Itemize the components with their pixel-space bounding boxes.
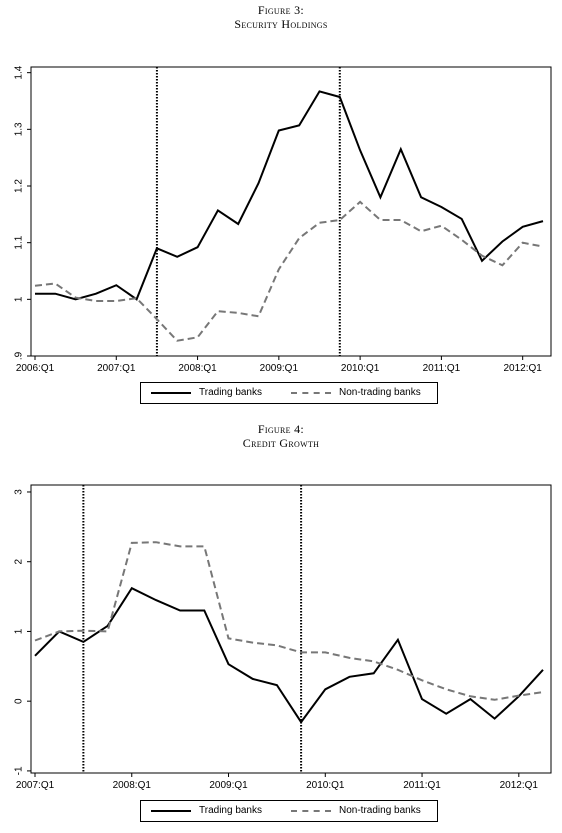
y-tick-label: 2: [14, 558, 25, 564]
series-line-non-trading: [34, 541, 544, 701]
figure-4-number: Figure 4:: [257, 422, 305, 436]
x-tick-label: 2007:Q1: [97, 363, 136, 374]
y-tick-label: 1.1: [14, 235, 25, 249]
x-tick-label: 2006:Q1: [16, 363, 55, 374]
y-tick-label: 1.3: [14, 122, 25, 136]
figure-4-caption: Figure 4: Credit Growth: [0, 422, 562, 450]
legend-swatch-non-trading: [291, 392, 331, 394]
plot-frame: [30, 484, 552, 774]
legend-swatch-non-trading: [291, 810, 331, 812]
series-line-trading: [34, 586, 544, 724]
legend-swatch-trading: [151, 392, 191, 394]
series-line-trading: [35, 90, 544, 301]
x-tick-label: 2011:Q1: [403, 780, 441, 791]
legend-label-trading: Trading banks: [199, 387, 262, 398]
legend-label-non-trading: Non-trading banks: [339, 805, 421, 816]
y-tick-label: 3: [14, 489, 25, 495]
x-tick-label: 2008:Q1: [113, 780, 152, 791]
figure-4-title: Credit Growth: [242, 436, 320, 450]
legend-label-non-trading: Non-trading banks: [339, 387, 421, 398]
figure-3-number: Figure 3:: [257, 3, 305, 17]
figure-4-legend: Trading banks Non-trading banks: [140, 800, 438, 822]
y-tick-label: -1: [14, 766, 25, 775]
x-tick-label: 2010:Q1: [306, 780, 345, 791]
figure-3-title: Security Holdings: [234, 17, 328, 31]
x-tick-label: 2012:Q1: [500, 780, 539, 791]
x-tick-label: 2007:Q1: [16, 780, 55, 791]
plot-frame: [30, 66, 552, 357]
legend-label-trading: Trading banks: [199, 805, 262, 816]
y-tick-label: 0: [14, 698, 25, 704]
x-tick-label: 2009:Q1: [260, 363, 299, 374]
y-tick-label: .9: [14, 351, 25, 360]
y-tick-label: 1: [14, 628, 25, 634]
y-tick-label: 1.4: [14, 65, 25, 79]
figure-3-caption: Figure 3: Security Holdings: [0, 3, 562, 31]
series-line-non-trading: [34, 200, 544, 342]
figure-3-legend: Trading banks Non-trading banks: [140, 382, 438, 404]
x-tick-label: 2008:Q1: [178, 363, 217, 374]
x-tick-label: 2010:Q1: [341, 363, 380, 374]
x-tick-label: 2012:Q1: [503, 363, 542, 374]
y-tick-label: 1: [14, 296, 25, 302]
x-tick-label: 2011:Q1: [423, 363, 461, 374]
y-tick-label: 1.2: [14, 179, 25, 193]
legend-swatch-trading: [151, 810, 191, 812]
x-tick-label: 2009:Q1: [209, 780, 248, 791]
security-holdings-chart: .9 1 1.1 1.2 1.3 1.4 2006:Q1 2007:Q1 2008:Q1 2009…: [14, 65, 552, 374]
